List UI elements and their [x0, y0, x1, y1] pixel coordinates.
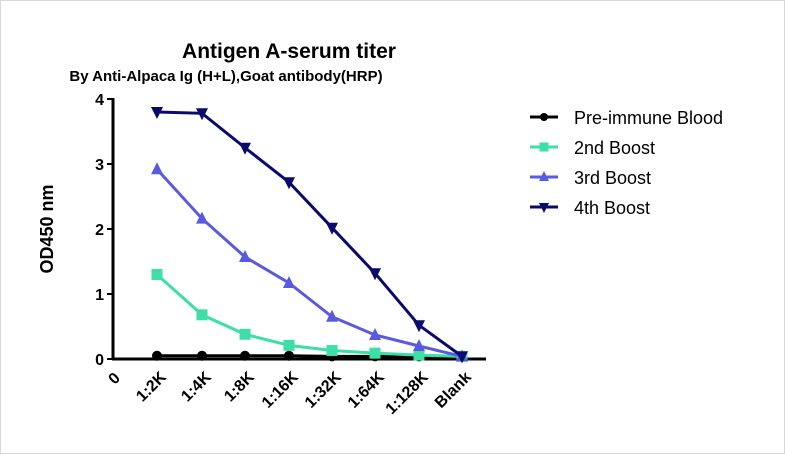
square-marker-icon: [326, 345, 338, 357]
square-marker-icon: [539, 142, 549, 152]
triangle-down-marker-icon: [539, 203, 549, 213]
x-tick-label: 1:8K: [221, 368, 258, 405]
triangle-up-marker-icon: [369, 327, 381, 340]
x-tick-label: 1:32K: [302, 368, 345, 411]
legend-label: 2nd Boost: [574, 138, 655, 158]
triangle-up-marker-icon: [239, 249, 251, 262]
y-tick-label: 4: [95, 92, 104, 109]
square-marker-icon: [196, 309, 208, 321]
square-marker-icon: [369, 347, 381, 359]
series-group: [151, 107, 468, 364]
square-marker-icon: [283, 339, 295, 351]
triangle-down-marker-icon: [456, 351, 468, 364]
triangle-down-marker-icon: [196, 108, 208, 121]
y-tick-label: 0: [95, 352, 104, 369]
legend-item: 2nd Boost: [530, 138, 655, 158]
triangle-down-marker-icon: [283, 177, 295, 190]
series-3rd-boost: [151, 162, 468, 362]
y-axis-label: OD450 nm: [37, 184, 57, 273]
series-line: [155, 273, 463, 358]
circle-marker-icon: [240, 350, 250, 361]
circle-marker-icon: [540, 113, 548, 121]
square-marker-icon: [413, 349, 425, 361]
y-tick-label: 2: [95, 222, 104, 239]
triangle-down-marker-icon: [151, 107, 163, 119]
x-tick-label: Blank: [432, 369, 475, 412]
chart-subtitle: By Anti-Alpaca Ig (H+L),Goat antibody(HR…: [69, 68, 382, 85]
circle-marker-icon: [197, 350, 207, 361]
legend-item: 4th Boost: [530, 198, 650, 218]
triangle-up-marker-icon: [326, 309, 338, 322]
triangle-down-marker-icon: [239, 142, 251, 155]
triangle-up-marker-icon: [539, 171, 549, 181]
triangle-down-marker-icon: [413, 320, 425, 333]
series-line: [155, 168, 463, 358]
legend-item: Pre-immune Blood: [530, 108, 723, 128]
series-line: [157, 354, 462, 358]
legend-label: 4th Boost: [574, 198, 650, 218]
legend-item: 3rd Boost: [530, 168, 651, 188]
circle-marker-icon: [152, 350, 162, 361]
y-tick-label: 3: [95, 157, 104, 174]
legend-label: 3rd Boost: [574, 168, 651, 188]
circle-marker-icon: [284, 350, 294, 361]
x-tick-label: 1:16K: [259, 368, 302, 411]
triangle-down-marker-icon: [369, 268, 381, 281]
x-tick-label: 1:64K: [345, 368, 388, 411]
legend-label: Pre-immune Blood: [574, 108, 723, 128]
triangle-up-marker-icon: [196, 211, 208, 224]
square-marker-icon: [239, 328, 251, 340]
x-tick-label: 1:2K: [133, 368, 170, 405]
y-tick-label: 1: [95, 287, 104, 304]
series-4th-boost: [151, 107, 468, 364]
x-origin-label: 0: [106, 370, 124, 388]
triangle-up-marker-icon: [413, 339, 425, 351]
legend: Pre-immune Blood 2nd Boost 3rd Boost 4th Bo…: [530, 108, 723, 218]
x-tick-label: 1:128K: [383, 368, 432, 417]
series-line: [156, 110, 463, 358]
chart-title: Antigen A-serum titer: [182, 40, 396, 63]
square-marker-icon: [151, 269, 163, 280]
triangle-up-marker-icon: [151, 162, 163, 175]
x-tick-label: 1:4K: [178, 368, 215, 405]
triangle-up-marker-icon: [283, 275, 295, 288]
triangle-down-marker-icon: [326, 222, 338, 235]
